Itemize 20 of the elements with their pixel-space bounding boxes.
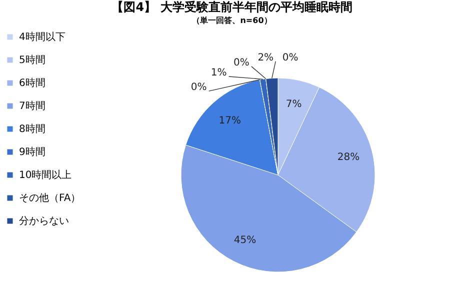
legend-label: 10時間以上 — [19, 169, 72, 181]
legend-label: その他（FA） — [19, 192, 81, 204]
legend-label: 分からない — [19, 215, 69, 227]
text: 0% — [190, 82, 207, 94]
text: 0% — [282, 52, 298, 64]
legend-label: 4時間以下 — [19, 31, 66, 43]
legend-label: 5時間 — [19, 54, 46, 66]
data-label: 45% — [234, 234, 256, 246]
legend-label: 7時間 — [19, 100, 46, 112]
data-label: 17% — [218, 115, 242, 126]
data-label: 28% — [337, 152, 360, 163]
data-label: 7% — [286, 99, 302, 110]
legend-label: 9時間 — [19, 146, 46, 158]
legend-label: 8時間 — [19, 123, 46, 135]
data-label: 2% — [258, 52, 274, 64]
legend-label: 6時間 — [19, 77, 46, 89]
data-label: 1% — [210, 68, 227, 79]
chart-subtitle: （単一回答、n=60） — [192, 16, 272, 25]
chart-title: 【図4】 大学受験直前半年間の平均睡眠時間 — [112, 0, 352, 14]
text: 0% — [233, 57, 250, 68]
